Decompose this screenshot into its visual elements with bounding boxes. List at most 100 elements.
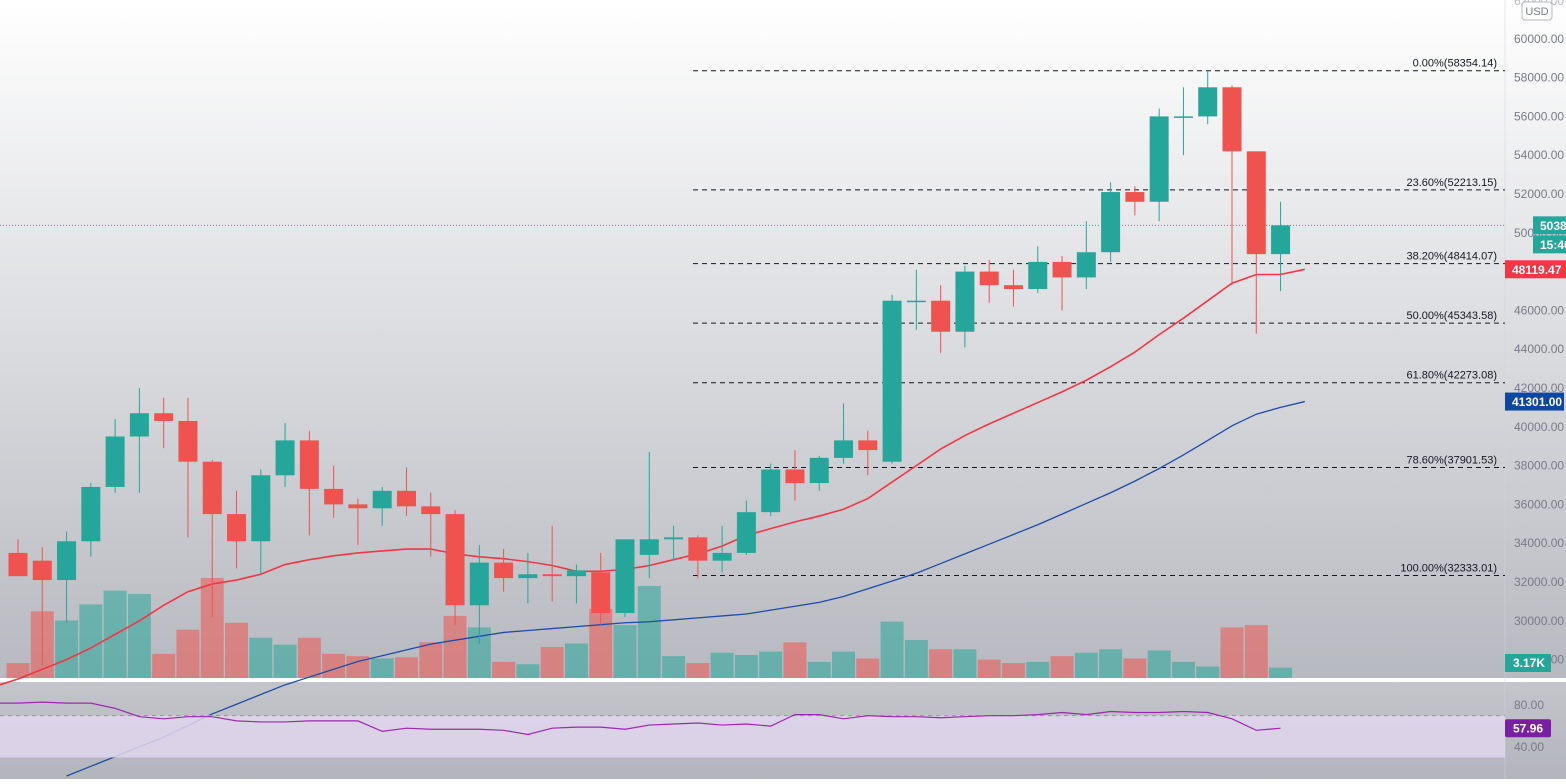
volume-bar (6, 663, 30, 678)
candle-body (518, 574, 538, 579)
volume-bar (1123, 658, 1147, 678)
price-tick-label: 46000.00 (1514, 303, 1564, 317)
volume-bar (783, 642, 807, 678)
volume-bar (759, 651, 783, 678)
countdown-value: 15:46:49 (1540, 238, 1566, 252)
candle-body (129, 413, 149, 437)
volume-bar (1099, 649, 1123, 678)
candle-body (664, 537, 684, 540)
volume-bar (1244, 625, 1268, 678)
rsi-indicator[interactable]: 80.00 40.00 57.96 (0, 698, 1551, 758)
volume-bar (977, 659, 1001, 678)
volume-bar (370, 658, 394, 678)
candle-body (615, 539, 635, 614)
candle-body (882, 300, 902, 462)
volume-bar (1196, 666, 1220, 678)
last-price-tag (1533, 216, 1566, 235)
candle-body (1271, 225, 1291, 255)
price-tick-label: 58000.00 (1514, 71, 1564, 85)
price-tick-label: 30000.00 (1514, 614, 1564, 628)
price-tick-label: 44000.00 (1514, 342, 1564, 356)
candle-body (761, 469, 781, 513)
fib-level-label: 61.80%(42273.08) (1406, 370, 1497, 382)
price-tick-label: 52000.00 (1514, 187, 1564, 201)
volume-value: 3.17K (1513, 656, 1545, 670)
fib-level-label: 0.00%(58354.14) (1413, 58, 1497, 70)
volume-bar (1147, 650, 1171, 678)
candle-body (955, 271, 975, 332)
price-tags: 50384.45 15:46:49 48119.47 41301.00 3.17… (1505, 216, 1566, 672)
volume-bars (6, 577, 1293, 678)
candle-body (1149, 116, 1169, 202)
candle-body (251, 475, 271, 542)
candle-body (1003, 285, 1023, 290)
volume-bar (613, 625, 637, 678)
candle-body (785, 469, 805, 484)
price-tick-label: 54000.00 (1514, 148, 1564, 162)
price-tick-label: 56000.00 (1514, 109, 1564, 123)
candle-body (906, 300, 926, 303)
volume-bar (322, 653, 346, 678)
last-price-value: 50384.45 (1540, 219, 1566, 233)
price-tick-label: 60000.00 (1514, 32, 1564, 46)
currency-badge[interactable] (1521, 1, 1553, 21)
rsi-line (0, 701, 1281, 736)
candle-body (1173, 116, 1193, 118)
volume-bar (394, 657, 418, 678)
candle-body (421, 506, 441, 515)
volume-value-tag (1505, 654, 1551, 672)
rsi-tick-label-40: 40.00 (1514, 740, 1544, 754)
price-tick-label: 40000.00 (1514, 420, 1564, 434)
candle-body (8, 552, 28, 577)
candle-body (1198, 87, 1218, 117)
candle-body (275, 440, 295, 476)
volume-bar (200, 577, 224, 678)
rsi-tick-label-80: 80.00 (1514, 698, 1544, 712)
fib-level-label: 100.00%(32333.01) (1400, 563, 1497, 575)
candle-body (445, 514, 465, 606)
candlesticks (8, 70, 1291, 666)
candle-body (469, 562, 489, 606)
candle-body (736, 512, 756, 553)
price-axis[interactable]: 62000.00 USD 28000.0030000.0032000.00340… (1514, 0, 1564, 667)
price-tick-label: 32000.00 (1514, 575, 1564, 589)
volume-bar (419, 642, 443, 678)
candle-body (834, 440, 854, 458)
volume-bar (589, 609, 613, 678)
volume-bar (710, 652, 734, 678)
volume-bar (516, 664, 540, 678)
rsi-value-tag (1505, 719, 1551, 738)
volume-bar (55, 620, 79, 678)
candle-body (372, 490, 392, 509)
price-tick-label: 34000.00 (1514, 536, 1564, 550)
fib-level-label: 50.00%(45343.58) (1406, 310, 1497, 322)
volume-bar (297, 637, 321, 678)
candle-body (202, 461, 222, 515)
volume-bar (1050, 656, 1074, 678)
volume-bar (929, 649, 953, 678)
volume-bar (176, 629, 200, 678)
price-pane-background (0, 0, 1566, 679)
volume-bar (1026, 661, 1050, 678)
candle-body (154, 413, 174, 421)
volume-bar (443, 615, 467, 678)
candle-body (639, 539, 659, 555)
pane-separator (0, 678, 1566, 682)
rsi-value-label: 57.96 (1513, 722, 1543, 736)
ma-slow-value: 41301.00 (1512, 395, 1562, 409)
price-tick-label: 38000.00 (1514, 459, 1564, 473)
ma-fast-value: 48119.47 (1512, 263, 1562, 277)
volume-bar (832, 651, 856, 678)
volume-bar (856, 658, 880, 678)
volume-bar (1074, 652, 1098, 678)
candle-body (227, 514, 247, 542)
candle-body (1246, 151, 1266, 255)
currency-label: USD (1525, 6, 1548, 18)
candle-body (809, 457, 829, 484)
ma-slow-value-tag (1505, 392, 1564, 411)
candle-body (1101, 192, 1121, 253)
price-tick-label: 42000.00 (1514, 381, 1564, 395)
volume-bar (225, 622, 249, 678)
